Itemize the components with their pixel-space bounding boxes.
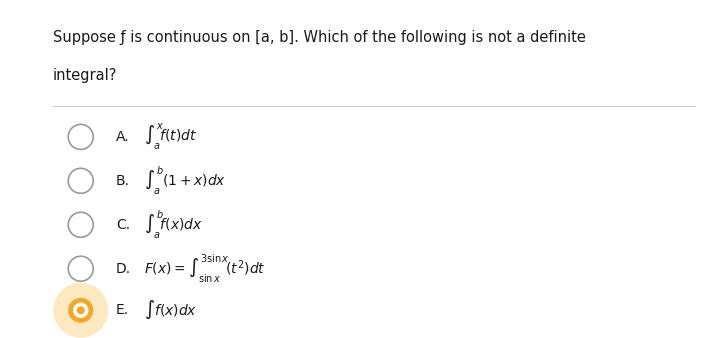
Text: $\int f(x)dx$: $\int f(x)dx$ — [144, 299, 197, 321]
Text: $\int_{a}^{b}(1+x)dx$: $\int_{a}^{b}(1+x)dx$ — [144, 165, 226, 197]
Ellipse shape — [73, 303, 88, 318]
Text: integral?: integral? — [53, 68, 117, 82]
Text: C.: C. — [116, 218, 130, 232]
Ellipse shape — [68, 168, 93, 193]
Ellipse shape — [77, 306, 85, 314]
Ellipse shape — [53, 283, 108, 338]
Text: $\int_{a}^{x}\!f(t)dt$: $\int_{a}^{x}\!f(t)dt$ — [144, 122, 197, 152]
Ellipse shape — [68, 212, 93, 237]
Text: B.: B. — [116, 174, 130, 188]
Ellipse shape — [68, 298, 93, 323]
Text: E.: E. — [116, 303, 129, 317]
Text: A.: A. — [116, 130, 129, 144]
Ellipse shape — [68, 256, 93, 281]
Text: D.: D. — [116, 262, 131, 276]
Text: $F(x)=\int_{\sin x}^{3\sin x}\!(t^2)dt$: $F(x)=\int_{\sin x}^{3\sin x}\!(t^2)dt$ — [144, 252, 265, 285]
Text: Suppose ƒ is continuous on [a, b]. Which of the following is not a definite: Suppose ƒ is continuous on [a, b]. Which… — [53, 30, 585, 45]
Text: $\int_{a}^{b}\!f(x)dx$: $\int_{a}^{b}\!f(x)dx$ — [144, 209, 203, 241]
Ellipse shape — [68, 124, 93, 149]
